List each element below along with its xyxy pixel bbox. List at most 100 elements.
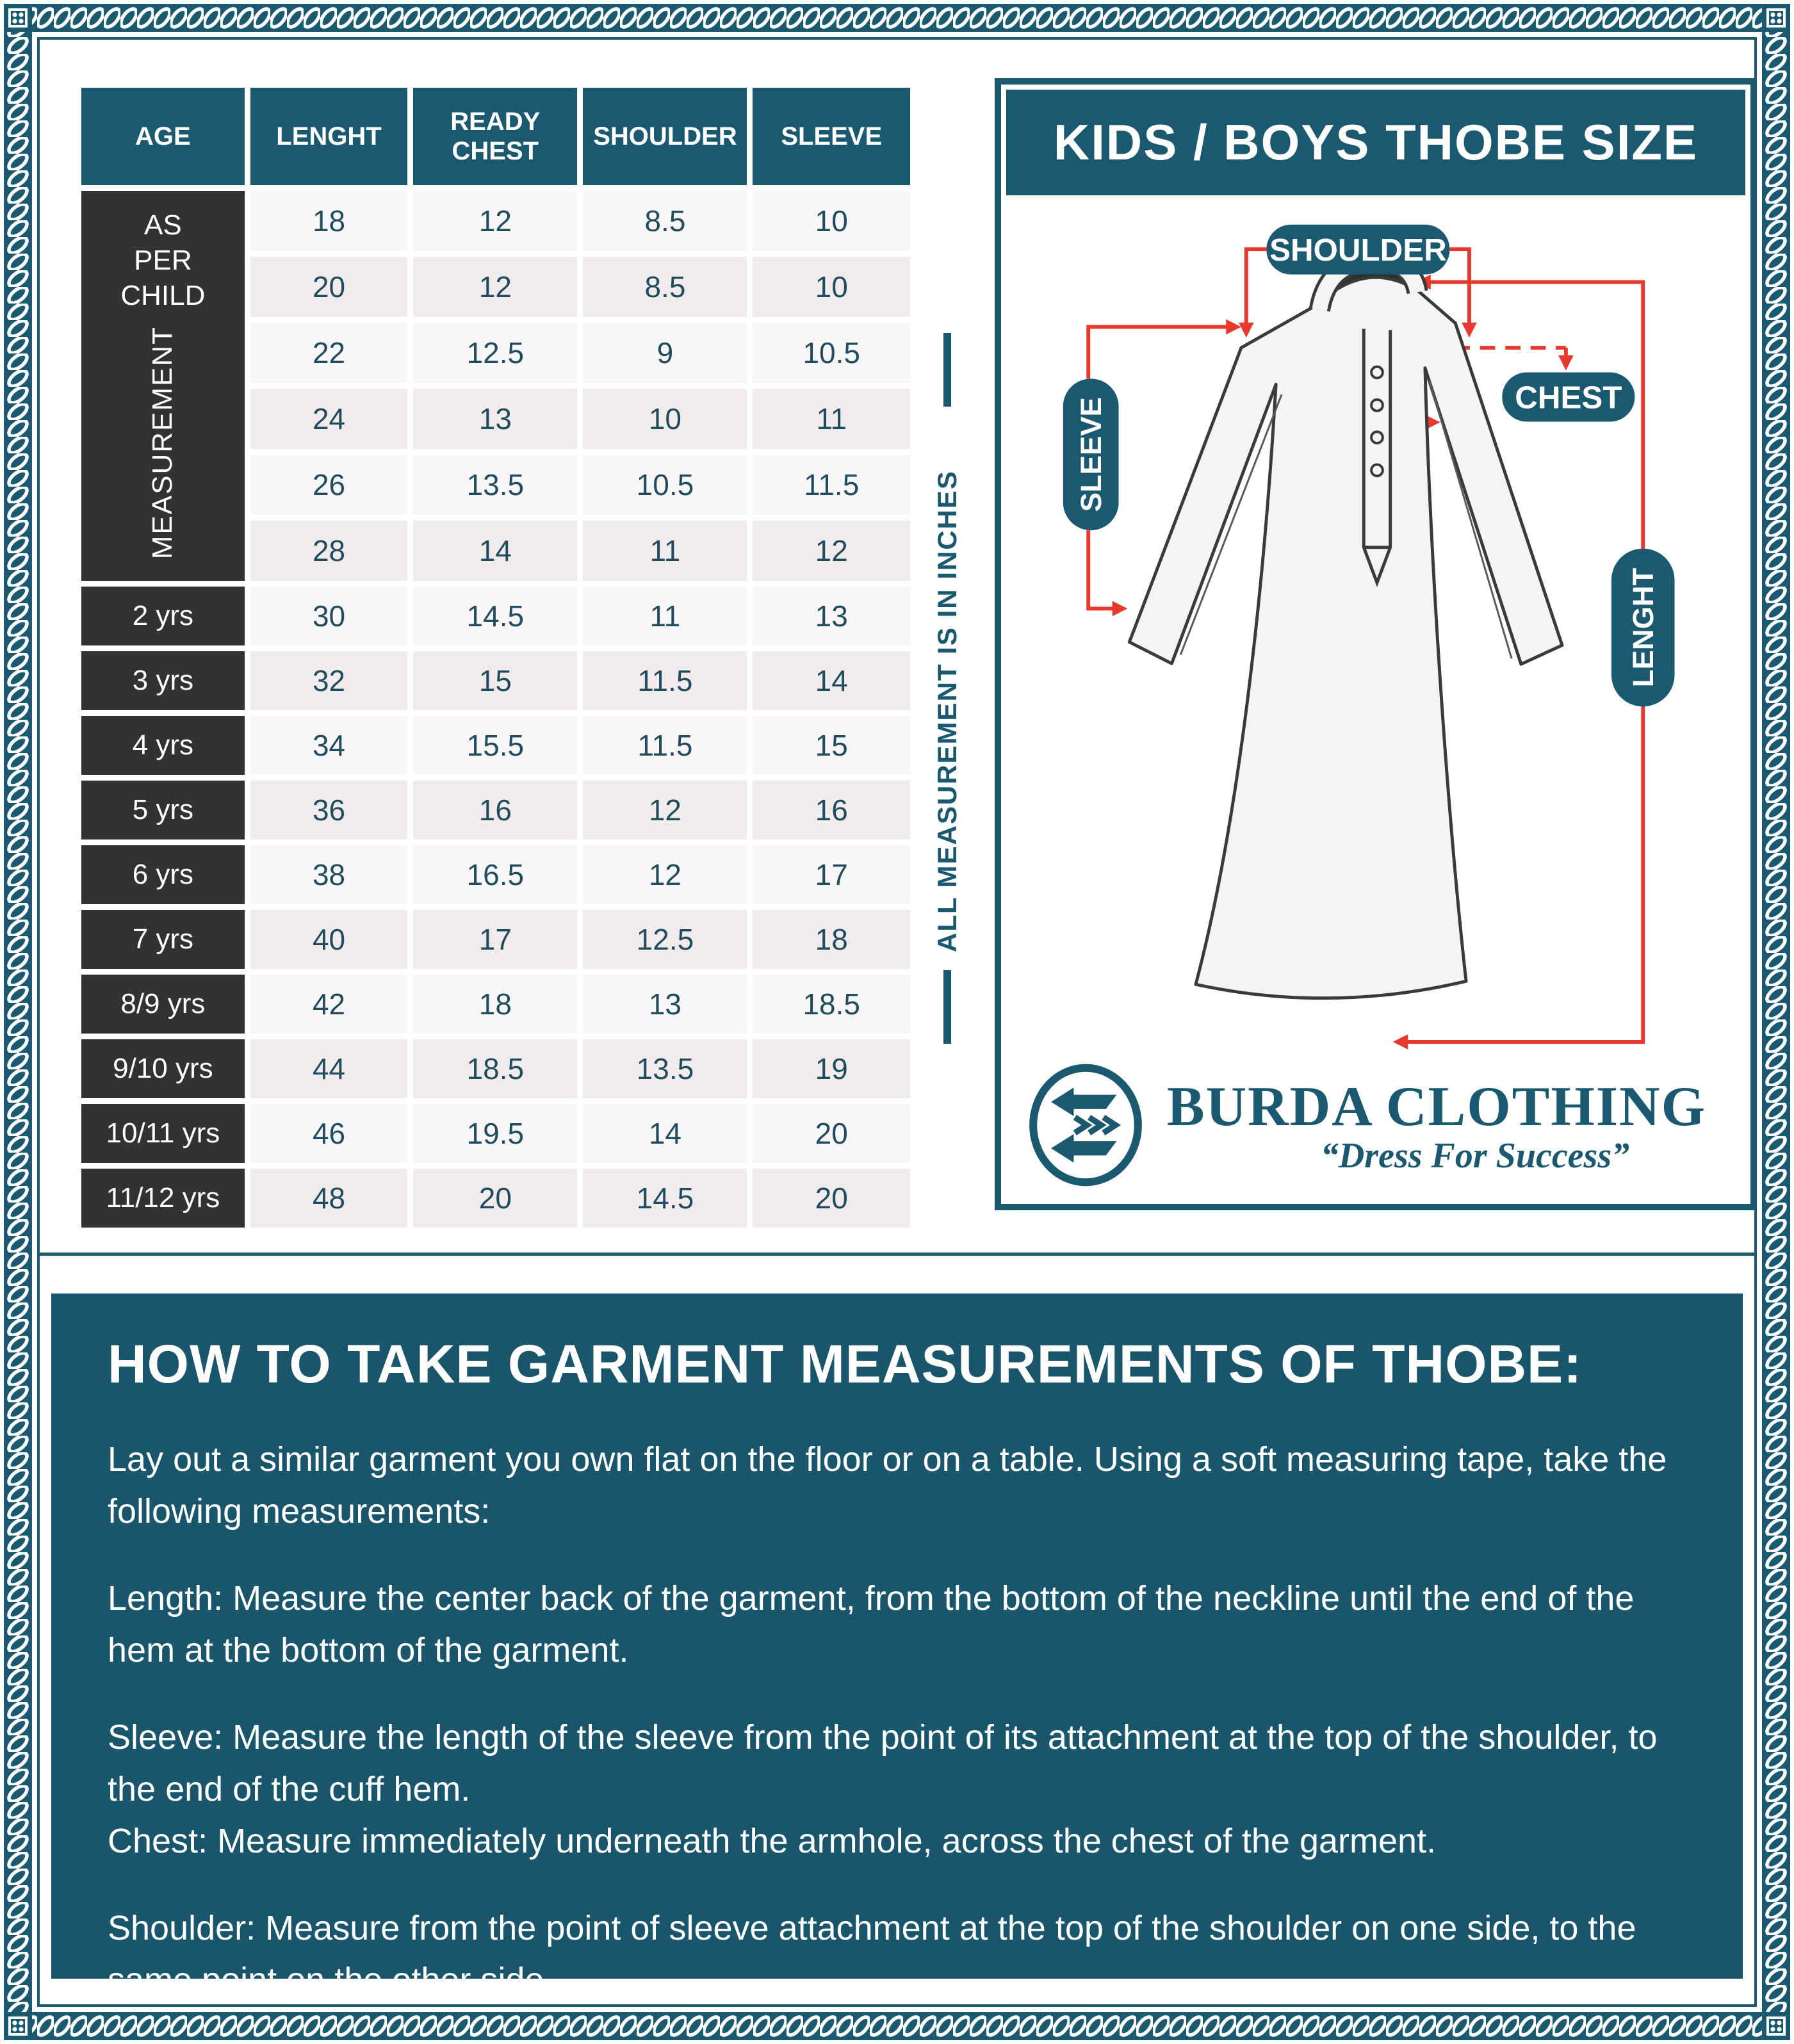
age-measurement-vertical-label: MEASUREMENT bbox=[147, 326, 179, 560]
frame-chain-left bbox=[4, 4, 32, 2040]
cell-ready-chest: 13 bbox=[413, 389, 578, 450]
cell-ready-chest: 18.5 bbox=[413, 1039, 578, 1099]
cell-sleeve: 19 bbox=[753, 1039, 910, 1099]
cell-sleeve: 11.5 bbox=[753, 455, 910, 515]
age-cell: 6 yrs bbox=[81, 845, 245, 905]
table-row: 8/9 yrs 42 18 13 18.5 bbox=[81, 975, 910, 1034]
panel-title: KIDS / BOYS THOBE SIZE bbox=[1006, 90, 1745, 195]
cell-sleeve: 14 bbox=[753, 651, 910, 711]
cell-ready-chest: 19.5 bbox=[413, 1104, 578, 1164]
table-row: 28 14 11 12 bbox=[81, 521, 910, 581]
howto-heading: HOW TO TAKE GARMENT MEASUREMENTS OF THOB… bbox=[108, 1334, 1583, 1394]
age-cell: 2 yrs bbox=[81, 587, 245, 646]
table-row: 3 yrs 32 15 11.5 14 bbox=[81, 651, 910, 711]
burda-logo-icon bbox=[1029, 1064, 1142, 1187]
table-row: 10/11 yrs 46 19.5 14 20 bbox=[81, 1104, 910, 1164]
table-row: 26 13.5 10.5 11.5 bbox=[81, 455, 910, 515]
cell-sleeve: 10.5 bbox=[753, 323, 910, 384]
table-row: 2 yrs 30 14.5 11 13 bbox=[81, 587, 910, 646]
cell-sleeve: 11 bbox=[753, 389, 910, 450]
cell-ready-chest: 12 bbox=[413, 257, 578, 318]
cell-sleeve: 18.5 bbox=[753, 975, 910, 1034]
measurement-labels: SHOULDER CHEST SLEEVE LENGHT bbox=[1063, 224, 1675, 707]
cell-shoulder: 11 bbox=[583, 521, 747, 581]
age-cell: 3 yrs bbox=[81, 651, 245, 711]
size-table-header-row: AGE LENGHT READY CHEST SHOULDER SLEEVE bbox=[81, 88, 910, 185]
cell-shoulder: 13.5 bbox=[583, 1039, 747, 1099]
cell-ready-chest: 12 bbox=[413, 191, 578, 252]
length-label: LENGHT bbox=[1627, 567, 1659, 687]
howto-paragraph: Length: Measure the center back of the g… bbox=[108, 1579, 1635, 1669]
cell-length: 44 bbox=[250, 1039, 408, 1099]
brand-name: BURDA CLOTHING bbox=[1166, 1075, 1707, 1138]
cell-length: 24 bbox=[250, 389, 408, 450]
frame-corner-icon bbox=[1762, 2012, 1790, 2040]
cell-length: 32 bbox=[250, 651, 408, 711]
cell-ready-chest: 15 bbox=[413, 651, 578, 711]
table-row: 20 12 8.5 10 bbox=[81, 257, 910, 318]
age-cell: 9/10 yrs bbox=[81, 1039, 245, 1099]
cell-sleeve: 16 bbox=[753, 781, 910, 840]
cell-shoulder: 11.5 bbox=[583, 716, 747, 775]
cell-shoulder: 12.5 bbox=[583, 910, 747, 969]
frame-corner-icon bbox=[4, 4, 32, 32]
col-header-ready-chest: READY CHEST bbox=[413, 88, 578, 185]
cell-ready-chest: 14 bbox=[413, 521, 578, 581]
cell-shoulder: 14.5 bbox=[583, 1169, 747, 1228]
units-note-bar bbox=[943, 333, 951, 407]
cell-length: 40 bbox=[250, 910, 408, 969]
brand-logo: BURDA CLOTHING “Dress For Success” bbox=[1006, 1058, 1745, 1192]
cell-shoulder: 11 bbox=[583, 587, 747, 646]
table-row: 4 yrs 34 15.5 11.5 15 bbox=[81, 716, 910, 775]
cell-shoulder: 8.5 bbox=[583, 191, 747, 252]
chest-pill bbox=[1502, 372, 1635, 422]
frame-chain-bottom bbox=[4, 2012, 1790, 2040]
button-icons bbox=[1370, 365, 1384, 478]
cell-length: 46 bbox=[250, 1104, 408, 1164]
cell-length: 34 bbox=[250, 716, 408, 775]
col-header-sleeve: SLEEVE bbox=[753, 88, 910, 185]
cell-shoulder: 12 bbox=[583, 781, 747, 840]
cell-length: 20 bbox=[250, 257, 408, 318]
cell-shoulder: 14 bbox=[583, 1104, 747, 1164]
cell-sleeve: 15 bbox=[753, 716, 910, 775]
table-row: 24 13 10 11 bbox=[81, 389, 910, 450]
cell-shoulder: 11.5 bbox=[583, 651, 747, 711]
cell-shoulder: 9 bbox=[583, 323, 747, 384]
cell-length: 18 bbox=[250, 191, 408, 252]
frame-corner-icon bbox=[1762, 4, 1790, 32]
age-as-per-child-label: AS PER CHILD bbox=[120, 209, 206, 311]
table-row: 9/10 yrs 44 18.5 13.5 19 bbox=[81, 1039, 910, 1099]
cell-ready-chest: 12.5 bbox=[413, 323, 578, 384]
table-row: 22 12.5 9 10.5 bbox=[81, 323, 910, 384]
cell-sleeve: 20 bbox=[753, 1104, 910, 1164]
col-header-age: AGE bbox=[81, 88, 245, 185]
cell-length: 38 bbox=[250, 845, 408, 905]
thobe-size-panel: KIDS / BOYS THOBE SIZE bbox=[995, 78, 1757, 1210]
col-header-shoulder: SHOULDER bbox=[583, 88, 747, 185]
sleeve-label: SLEEVE bbox=[1075, 397, 1107, 512]
table-row: 7 yrs 40 17 12.5 18 bbox=[81, 910, 910, 969]
cell-shoulder: 8.5 bbox=[583, 257, 747, 318]
cell-ready-chest: 17 bbox=[413, 910, 578, 969]
cell-shoulder: 13 bbox=[583, 975, 747, 1034]
table-row: 5 yrs 36 16 12 16 bbox=[81, 781, 910, 840]
age-cell: 7 yrs bbox=[81, 910, 245, 969]
size-table: AGE LENGHT READY CHEST SHOULDER SLEEVE A… bbox=[76, 82, 916, 1233]
shoulder-pill bbox=[1266, 224, 1450, 275]
age-cell: 5 yrs bbox=[81, 781, 245, 840]
cell-sleeve: 12 bbox=[753, 521, 910, 581]
howto-paragraph: Shoulder: Measure from the point of slee… bbox=[108, 1909, 1636, 1999]
howto-section: HOW TO TAKE GARMENT MEASUREMENTS OF THOB… bbox=[51, 1294, 1743, 1999]
brand-tagline: “Dress For Success” bbox=[1320, 1135, 1630, 1176]
cell-ready-chest: 15.5 bbox=[413, 716, 578, 775]
cell-length: 48 bbox=[250, 1169, 408, 1228]
thobe-measurement-diagram: SHOULDER CHEST SLEEVE LENGHT bbox=[1063, 224, 1675, 1050]
cell-length: 28 bbox=[250, 521, 408, 581]
howto-paragraph: Lay out a similar garment you own flat o… bbox=[108, 1440, 1667, 1530]
cell-shoulder: 10.5 bbox=[583, 455, 747, 515]
cell-length: 30 bbox=[250, 587, 408, 646]
shoulder-label: SHOULDER bbox=[1269, 232, 1447, 268]
frame-chain-top bbox=[4, 4, 1790, 32]
cell-ready-chest: 14.5 bbox=[413, 587, 578, 646]
